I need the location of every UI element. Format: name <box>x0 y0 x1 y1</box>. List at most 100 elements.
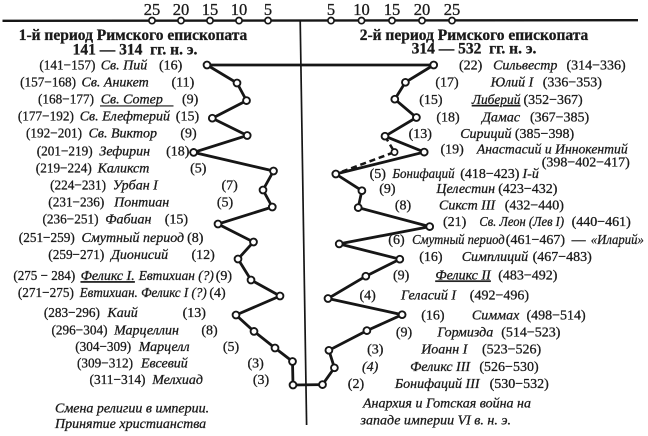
svg-text:(311−314): (311−314) <box>90 373 146 388</box>
svg-text:(16): (16) <box>419 250 443 265</box>
svg-text:2-й период Римского епископата: 2-й период Римского епископата <box>360 27 589 44</box>
svg-text:(19): (19) <box>441 143 465 158</box>
svg-text:Анархия и Готская война на: Анархия и Готская война на <box>362 396 531 411</box>
svg-text:141 — 314 гг. н. э.: 141 — 314 гг. н. э. <box>73 42 198 59</box>
svg-text:(523−526): (523−526) <box>482 343 542 358</box>
svg-text:25: 25 <box>444 0 461 19</box>
svg-text:западе империи VI в. н. э.: западе империи VI в. н. э. <box>360 414 512 429</box>
svg-text:(418−423): (418−423) <box>460 167 520 182</box>
svg-text:(8): (8) <box>187 231 204 246</box>
svg-text:(224−231): (224−231) <box>50 179 106 194</box>
svg-text:Либерий: Либерий <box>471 93 520 108</box>
svg-text:(11): (11) <box>172 75 195 90</box>
svg-text:Смутный период: Смутный период <box>412 233 505 248</box>
svg-text:Св. Виктор: Св. Виктор <box>89 126 157 141</box>
svg-text:(275 − 284): (275 − 284) <box>13 269 75 284</box>
svg-text:(177−192): (177−192) <box>18 109 74 124</box>
svg-text:(21): (21) <box>443 215 467 230</box>
svg-text:(13): (13) <box>409 127 433 142</box>
svg-text:(231−236): (231−236) <box>48 196 104 211</box>
svg-text:(423−432): (423−432) <box>498 182 558 197</box>
svg-text:Сикст III: Сикст III <box>439 199 497 214</box>
svg-text:Юлий I: Юлий I <box>490 76 535 91</box>
svg-text:(3): (3) <box>248 356 265 371</box>
svg-text:(309−312): (309−312) <box>77 356 133 371</box>
svg-text:(9): (9) <box>379 182 396 197</box>
svg-text:(16): (16) <box>159 58 183 73</box>
svg-text:(5): (5) <box>223 340 240 355</box>
svg-text:(22): (22) <box>459 58 483 73</box>
svg-text:Принятие христианства: Принятие христианства <box>54 417 206 432</box>
svg-text:(530−532): (530−532) <box>490 377 550 392</box>
svg-text:Евтихиан (?): Евтихиан (?) <box>138 269 214 284</box>
svg-text:(9): (9) <box>180 126 197 141</box>
svg-text:(461−467): (461−467) <box>506 233 566 248</box>
svg-text:(296−304): (296−304) <box>52 324 108 339</box>
svg-text:Анастасий и Иннокентий: Анастасий и Иннокентий <box>476 143 628 158</box>
svg-text:Марцелл: Марцелл <box>138 340 190 355</box>
svg-text:Смена религии в империи.: Смена религии в империи. <box>55 401 209 416</box>
svg-text:25: 25 <box>144 0 161 19</box>
svg-text:Симплиций: Симплиций <box>462 250 528 265</box>
svg-text:Дионисий: Дионисий <box>109 248 168 263</box>
svg-text:(314−336): (314−336) <box>567 58 627 73</box>
svg-text:(526−530): (526−530) <box>479 360 539 375</box>
svg-text:(5): (5) <box>217 196 234 211</box>
svg-text:(7): (7) <box>222 179 239 194</box>
svg-text:Марцеллин: Марцеллин <box>113 324 179 339</box>
svg-text:—: — <box>571 233 587 248</box>
svg-text:(18): (18) <box>166 145 190 160</box>
svg-text:I-й: I-й <box>522 167 539 182</box>
svg-text:Фабиан: Фабиан <box>105 213 151 228</box>
svg-text:Бонифаций III: Бонифаций III <box>394 377 481 392</box>
svg-text:Сириций: Сириций <box>460 127 511 142</box>
svg-text:(192−201): (192−201) <box>26 126 82 141</box>
svg-text:Св. Леон (Лев I): Св. Леон (Лев I) <box>479 215 564 230</box>
svg-text:Зефирин: Зефирин <box>99 145 150 160</box>
svg-text:(8): (8) <box>201 324 218 339</box>
svg-text:(352−367): (352−367) <box>524 93 584 108</box>
svg-text:Иоанн I: Иоанн I <box>420 343 469 358</box>
svg-text:Евтихиан. Феликс I (?): Евтихиан. Феликс I (?) <box>79 286 207 301</box>
svg-text:Понтиан: Понтиан <box>113 196 169 211</box>
svg-text:10: 10 <box>353 0 370 19</box>
svg-text:5: 5 <box>327 0 335 19</box>
svg-text:Симмах: Симмах <box>472 308 520 323</box>
svg-text:(15): (15) <box>176 109 200 124</box>
svg-text:(498−514): (498−514) <box>527 308 587 323</box>
svg-text:(483−492): (483−492) <box>498 269 558 284</box>
svg-text:Св. Аникет: Св. Аникет <box>82 75 149 90</box>
svg-text:(4): (4) <box>362 360 379 375</box>
svg-text:15: 15 <box>384 0 401 19</box>
svg-text:Целестин: Целестин <box>435 182 495 197</box>
svg-text:(168−177): (168−177) <box>38 92 94 107</box>
svg-text:«Иларий»: «Иларий» <box>591 233 644 248</box>
svg-text:20: 20 <box>414 0 431 19</box>
svg-text:Св. Елефтерий: Св. Елефтерий <box>80 109 170 124</box>
svg-text:(219−224): (219−224) <box>36 162 92 177</box>
svg-text:5: 5 <box>264 0 272 19</box>
svg-text:(141−157): (141−157) <box>39 58 95 73</box>
svg-text:Геласий I: Геласий I <box>400 289 457 304</box>
svg-text:(13): (13) <box>183 306 207 321</box>
svg-text:Феликс I.: Феликс I. <box>81 269 135 284</box>
svg-text:(304−309): (304−309) <box>75 340 131 355</box>
svg-text:Урбан I: Урбан I <box>113 179 159 194</box>
svg-text:314 — 532 гг. н. э.: 314 — 532 гг. н. э. <box>412 41 537 58</box>
svg-text:(4): (4) <box>209 286 226 301</box>
svg-text:Мелхиад: Мелхиад <box>151 373 203 388</box>
svg-text:Евсевий: Евсевий <box>140 356 188 371</box>
svg-text:20: 20 <box>173 0 190 19</box>
svg-text:(12): (12) <box>192 248 216 263</box>
svg-text:(8): (8) <box>395 199 412 214</box>
svg-text:Каий: Каий <box>106 306 137 321</box>
svg-text:(201−219): (201−219) <box>37 145 93 160</box>
svg-text:(15): (15) <box>419 93 443 108</box>
svg-text:(367−385): (367−385) <box>530 110 590 125</box>
svg-text:Св. Сотер: Св. Сотер <box>101 92 163 107</box>
svg-text:(15): (15) <box>165 213 189 228</box>
svg-text:(157−168): (157−168) <box>20 75 76 90</box>
svg-text:1-й период Римского епископата: 1-й период Римского епископата <box>19 27 248 44</box>
svg-text:(18): (18) <box>436 110 460 125</box>
svg-text:(492−496): (492−496) <box>470 289 530 304</box>
